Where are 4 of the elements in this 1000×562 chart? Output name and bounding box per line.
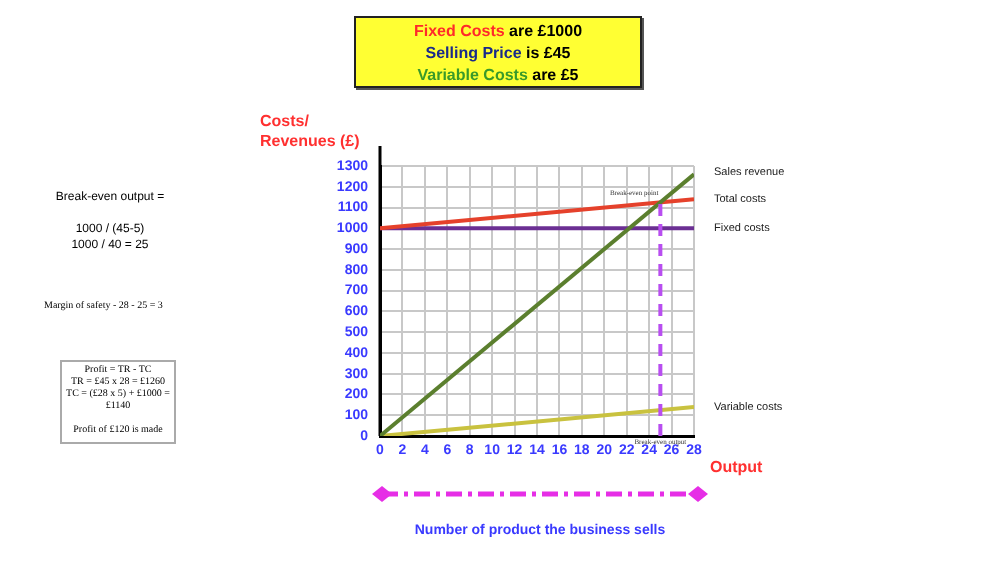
chart-title: Fixed Costs are £1000 (411, 20, 585, 42)
chart-subtitle: Selling Price is £45 Variable Costs are £5 (415, 42, 581, 86)
y-axis-title: Costs/ Revenues (£) (260, 112, 360, 152)
x-axis-title: Output (710, 458, 763, 476)
